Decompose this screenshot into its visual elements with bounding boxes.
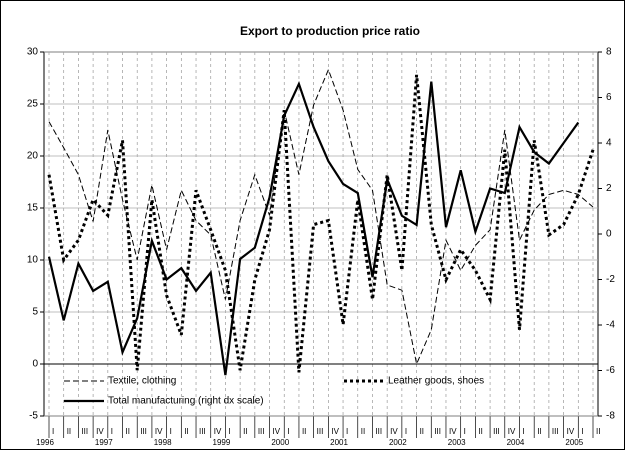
series-line bbox=[47, 80, 580, 376]
year-label: 1998 bbox=[154, 438, 172, 447]
y-tick-label: 0 bbox=[32, 359, 38, 370]
x-tick-label: I bbox=[405, 427, 407, 436]
year-label: 2005 bbox=[565, 438, 583, 447]
x-tick-label: IV bbox=[331, 427, 339, 436]
x-tick-label: II bbox=[361, 427, 365, 436]
y2-tick-label: 0 bbox=[606, 229, 612, 240]
y2-tick-label: -2 bbox=[606, 274, 615, 285]
x-tick-label: III bbox=[81, 427, 88, 436]
x-tick-label: II bbox=[243, 427, 247, 436]
x-tick-label: I bbox=[52, 427, 54, 436]
x-tick-label: III bbox=[493, 427, 500, 436]
x-tick-label: II bbox=[126, 427, 130, 436]
x-tick-label: III bbox=[375, 427, 382, 436]
x-tick-label: III bbox=[199, 427, 206, 436]
chart-title: Export to production price ratio bbox=[240, 24, 420, 38]
x-tick-label: II bbox=[420, 427, 424, 436]
x-tick-label: II bbox=[537, 427, 541, 436]
y-tick-label: -5 bbox=[29, 411, 38, 422]
x-tick-label: I bbox=[464, 427, 466, 436]
series-line bbox=[47, 74, 595, 373]
y2-tick-label: -6 bbox=[606, 365, 615, 376]
x-tick-label: III bbox=[434, 427, 441, 436]
x-tick-label: IV bbox=[273, 427, 281, 436]
legend-label: Textile, clothing bbox=[108, 376, 176, 387]
y2-tick-label: -8 bbox=[606, 411, 615, 422]
x-tick-label: IV bbox=[508, 427, 516, 436]
x-tick-label: IV bbox=[390, 427, 398, 436]
year-label: 1997 bbox=[95, 438, 113, 447]
x-tick-label: II bbox=[184, 427, 188, 436]
x-tick-label: II bbox=[596, 427, 600, 436]
series-line bbox=[48, 68, 594, 366]
year-label: 1999 bbox=[213, 438, 231, 447]
plot-area bbox=[43, 51, 599, 417]
year-label: 1996 bbox=[36, 438, 54, 447]
year-label: 2004 bbox=[507, 438, 525, 447]
x-tick-label: I bbox=[170, 427, 172, 436]
x-tick-label: IV bbox=[155, 427, 163, 436]
x-tick-label: II bbox=[67, 427, 71, 436]
x-tick-label: I bbox=[287, 427, 289, 436]
x-tick-label: III bbox=[552, 427, 559, 436]
year-label: 2003 bbox=[448, 438, 466, 447]
y-tick-label: 25 bbox=[27, 99, 39, 110]
y-tick-label: 15 bbox=[27, 203, 39, 214]
x-tick-label: I bbox=[228, 427, 230, 436]
y2-tick-label: 6 bbox=[606, 92, 612, 103]
y-tick-label: 5 bbox=[32, 307, 38, 318]
y-tick-label: 10 bbox=[27, 255, 39, 266]
year-label: 2001 bbox=[330, 438, 348, 447]
year-label: 2000 bbox=[271, 438, 289, 447]
x-tick-label: II bbox=[302, 427, 306, 436]
legend-label: Leather goods, shoes bbox=[388, 376, 484, 387]
x-tick-label: III bbox=[317, 427, 324, 436]
x-tick-label: III bbox=[258, 427, 265, 436]
x-tick-label: I bbox=[522, 427, 524, 436]
x-tick-label: IV bbox=[567, 427, 575, 436]
x-tick-label: II bbox=[478, 427, 482, 436]
x-tick-label: IV bbox=[96, 427, 104, 436]
y2-tick-label: 8 bbox=[606, 47, 612, 58]
y-tick-label: 30 bbox=[27, 47, 39, 58]
y-tick-label: 20 bbox=[27, 151, 39, 162]
y2-tick-label: 2 bbox=[606, 183, 612, 194]
x-tick-label: IV bbox=[449, 427, 457, 436]
legend-label: Total manufacturing (right dx scale) bbox=[108, 396, 264, 407]
year-label: 2002 bbox=[389, 438, 407, 447]
y2-tick-label: 4 bbox=[606, 138, 612, 149]
x-tick-label: IV bbox=[214, 427, 222, 436]
x-tick-label: I bbox=[346, 427, 348, 436]
y2-tick-label: -4 bbox=[606, 320, 615, 331]
x-tick-label: I bbox=[111, 427, 113, 436]
x-tick-label: I bbox=[581, 427, 583, 436]
x-tick-label: III bbox=[140, 427, 147, 436]
